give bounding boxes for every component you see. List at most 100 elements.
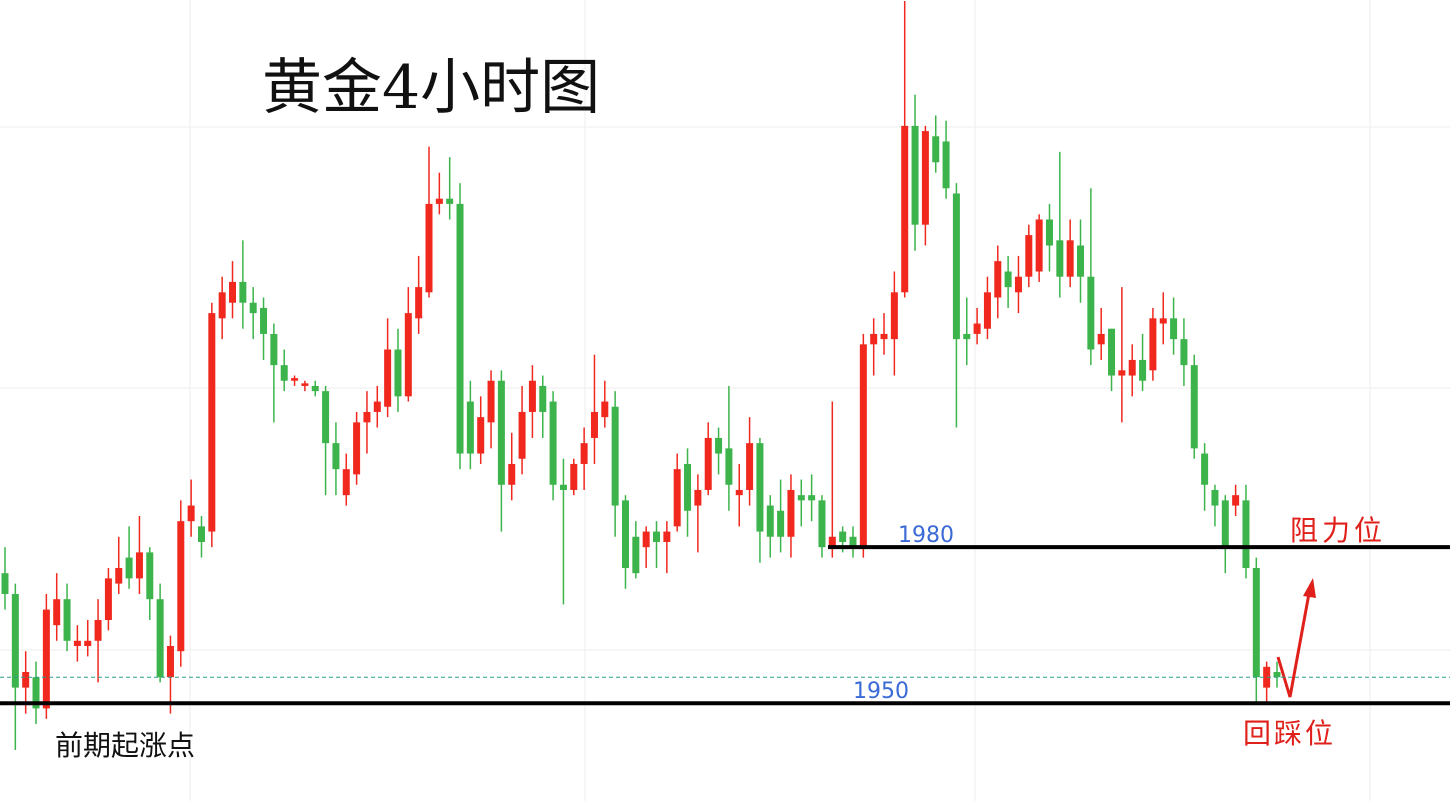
candle-body xyxy=(166,646,174,678)
candle-body xyxy=(756,443,764,532)
candle-body xyxy=(621,500,629,568)
candle-body xyxy=(156,599,164,678)
candle-body xyxy=(797,495,805,501)
candle-body xyxy=(1201,453,1209,485)
candle-body xyxy=(653,531,661,542)
candle-body xyxy=(1232,495,1240,506)
candle-body xyxy=(73,640,81,647)
candle-body xyxy=(301,383,309,386)
candle-body xyxy=(1097,333,1105,345)
candle-body xyxy=(1056,240,1064,277)
candle-body xyxy=(322,391,330,444)
candle-body xyxy=(177,521,185,652)
candle-body xyxy=(1190,365,1198,449)
candle-body xyxy=(921,131,929,225)
candle-body xyxy=(135,552,143,579)
candle-body xyxy=(611,406,619,506)
candle-body xyxy=(735,489,743,496)
candle-body xyxy=(570,463,578,490)
candle-body xyxy=(229,281,237,303)
candle-body xyxy=(1263,666,1271,688)
candle-body xyxy=(63,599,71,641)
candle-body xyxy=(363,411,371,423)
candle-body xyxy=(1,573,9,594)
candle-body xyxy=(1180,339,1188,366)
candle-body xyxy=(539,385,547,412)
candle-body xyxy=(353,422,361,475)
candle-body xyxy=(1025,235,1033,277)
candle-body xyxy=(1139,359,1147,381)
candle-body xyxy=(859,344,867,548)
candle-body xyxy=(291,378,299,381)
candle-body xyxy=(1066,240,1074,277)
candle-body xyxy=(218,292,226,319)
candle-body xyxy=(870,333,878,345)
candle-body xyxy=(694,489,702,506)
candle-body xyxy=(808,495,816,501)
candle-body xyxy=(932,136,940,163)
candle-body xyxy=(715,437,723,454)
candle-body xyxy=(777,510,785,537)
candle-body xyxy=(260,307,268,334)
level-label: 1950 xyxy=(853,679,909,704)
candle-body xyxy=(839,531,847,542)
candle-body xyxy=(528,380,536,412)
candle-body xyxy=(394,349,402,397)
candle-body xyxy=(270,333,278,366)
candle-body xyxy=(994,261,1002,298)
candle-body xyxy=(952,193,960,340)
candle-body xyxy=(125,557,133,579)
candle-body xyxy=(1087,276,1095,350)
candle-body xyxy=(197,526,205,542)
candle-body xyxy=(146,552,154,600)
candle-body xyxy=(115,567,123,584)
candle-body xyxy=(1045,219,1053,246)
annotation: 阻力位 xyxy=(1290,514,1386,547)
candle-body xyxy=(1118,370,1126,376)
candle-body xyxy=(1128,359,1136,376)
candle-body xyxy=(973,323,981,334)
candle-body xyxy=(890,292,898,340)
candle-body xyxy=(911,125,919,225)
candle-body xyxy=(249,302,257,314)
annotation: 回踩位 xyxy=(1243,717,1336,750)
candle-body xyxy=(508,463,516,485)
candle-body xyxy=(942,141,950,189)
candle-body xyxy=(53,599,61,626)
arrows xyxy=(1276,578,1316,698)
candle-body xyxy=(84,640,92,647)
candle-body xyxy=(311,385,319,392)
candle-body xyxy=(1170,318,1178,340)
candle-body xyxy=(497,380,505,485)
candle-body xyxy=(425,203,433,293)
candle-body xyxy=(415,287,423,319)
candle-body xyxy=(22,672,30,688)
candle-body xyxy=(404,313,412,397)
candle-body xyxy=(477,417,485,454)
candle-body xyxy=(642,531,650,548)
candle-body xyxy=(94,619,102,641)
candle-body xyxy=(332,443,340,470)
chart-title: 黄金4小时图 xyxy=(262,53,600,123)
candle-body xyxy=(1252,567,1260,678)
candle-body xyxy=(590,411,598,438)
candle-body xyxy=(487,380,495,423)
candle-body xyxy=(673,469,681,527)
candle-body xyxy=(704,437,712,490)
candle-body xyxy=(880,333,888,340)
candle-body xyxy=(725,448,733,485)
candle-body xyxy=(342,469,350,496)
candle-body xyxy=(963,333,971,340)
candle-body xyxy=(580,443,588,464)
candle-body xyxy=(384,349,392,407)
candle-body xyxy=(518,411,526,459)
candle-body xyxy=(42,609,50,709)
candle-body xyxy=(1159,318,1167,324)
candle-body xyxy=(11,593,19,688)
level-label: 1980 xyxy=(898,523,954,548)
candle-body xyxy=(1014,276,1022,293)
candle-body xyxy=(828,536,836,548)
annotation: 前期起涨点 xyxy=(55,729,195,762)
